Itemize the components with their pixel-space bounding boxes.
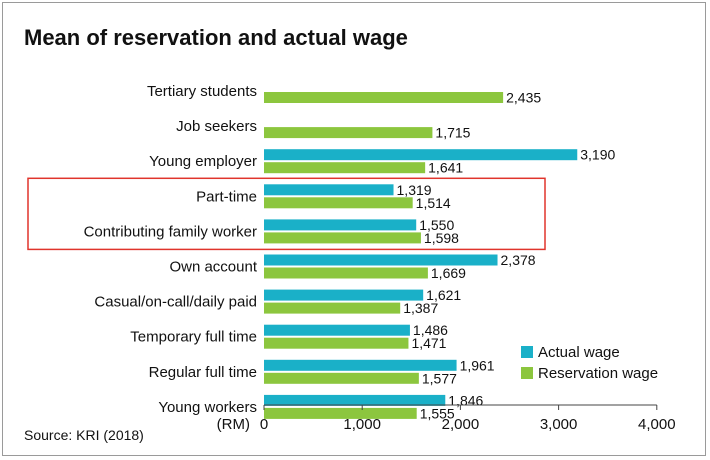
reservation-wage-bar <box>264 337 409 349</box>
reservation-wage-bar <box>264 197 413 209</box>
actual-wage-bar <box>264 184 394 196</box>
reservation-wage-bar <box>264 92 504 103</box>
actual-wage-bar <box>264 219 417 231</box>
reservation-wage-bar <box>264 232 421 244</box>
value-label: 1,471 <box>411 335 446 351</box>
category-label: Contributing family worker <box>84 223 257 240</box>
category-label: Tertiary students <box>147 83 257 100</box>
category-label: Casual/on-call/daily paid <box>94 294 257 311</box>
value-label: 1,387 <box>403 300 438 316</box>
actual-wage-bar <box>264 254 498 266</box>
value-label: 2,378 <box>501 252 536 268</box>
highlight-layer <box>27 177 546 251</box>
labels-layer: Tertiary students 2,435 Job seekers 1,715 Yo… <box>84 83 616 421</box>
highlight-box <box>27 177 546 251</box>
value-label: 1,641 <box>428 160 463 176</box>
actual-wage-bar <box>264 324 410 336</box>
legend: Actual wage Reservation wage <box>521 344 658 382</box>
value-label: 1,555 <box>420 405 455 421</box>
value-label: 1,715 <box>435 125 470 141</box>
value-label: 1,621 <box>426 287 461 303</box>
category-label: Young employer <box>149 153 257 170</box>
value-label: 1,514 <box>416 195 451 211</box>
value-label: 1,846 <box>448 392 483 408</box>
x-axis: (RM) 0 1,000 2,000 3,000 4,000 <box>217 404 676 433</box>
legend-swatch-reservation <box>521 367 533 379</box>
actual-wage-bar <box>264 149 578 161</box>
value-label: 1,550 <box>419 217 454 233</box>
source-note: Source: KRI (2018) <box>24 427 144 443</box>
reservation-wage-bar <box>264 162 426 174</box>
bars-layer <box>264 92 578 419</box>
x-axis-unit: (RM) <box>217 416 250 433</box>
x-tick-label: 2,000 <box>442 416 480 433</box>
x-tick-label: 1,000 <box>343 416 381 433</box>
reservation-wage-bar <box>264 127 433 139</box>
value-label: 1,961 <box>460 357 495 373</box>
chart-title: Mean of reservation and actual wage <box>24 25 408 50</box>
actual-wage-bar <box>264 289 424 301</box>
legend-label: Reservation wage <box>538 365 658 382</box>
reservation-wage-bar <box>264 267 428 279</box>
value-label: 3,190 <box>580 147 615 163</box>
value-label: 2,435 <box>506 90 541 106</box>
reservation-wage-bar <box>264 372 419 384</box>
legend-label: Actual wage <box>538 344 620 361</box>
category-label: Job seekers <box>176 118 257 135</box>
x-tick-label: 3,000 <box>540 416 578 433</box>
category-label: Regular full time <box>149 364 257 381</box>
actual-wage-bar <box>264 359 457 371</box>
value-label: 1,319 <box>397 182 432 198</box>
actual-wage-bar <box>264 394 446 406</box>
x-tick-label: 0 <box>260 416 268 433</box>
value-label: 1,577 <box>422 370 457 386</box>
value-label: 1,598 <box>424 230 459 246</box>
reservation-wage-bar <box>264 302 401 314</box>
legend-swatch-actual <box>521 346 533 358</box>
value-label: 1,669 <box>431 265 466 281</box>
category-label: Young workers <box>158 399 257 416</box>
category-label: Own account <box>169 259 257 276</box>
category-label: Temporary full time <box>130 329 257 346</box>
category-label: Part-time <box>196 188 257 205</box>
value-label: 1,486 <box>413 322 448 338</box>
x-tick-label: 4,000 <box>638 416 676 433</box>
reservation-wage-bar <box>264 407 417 419</box>
